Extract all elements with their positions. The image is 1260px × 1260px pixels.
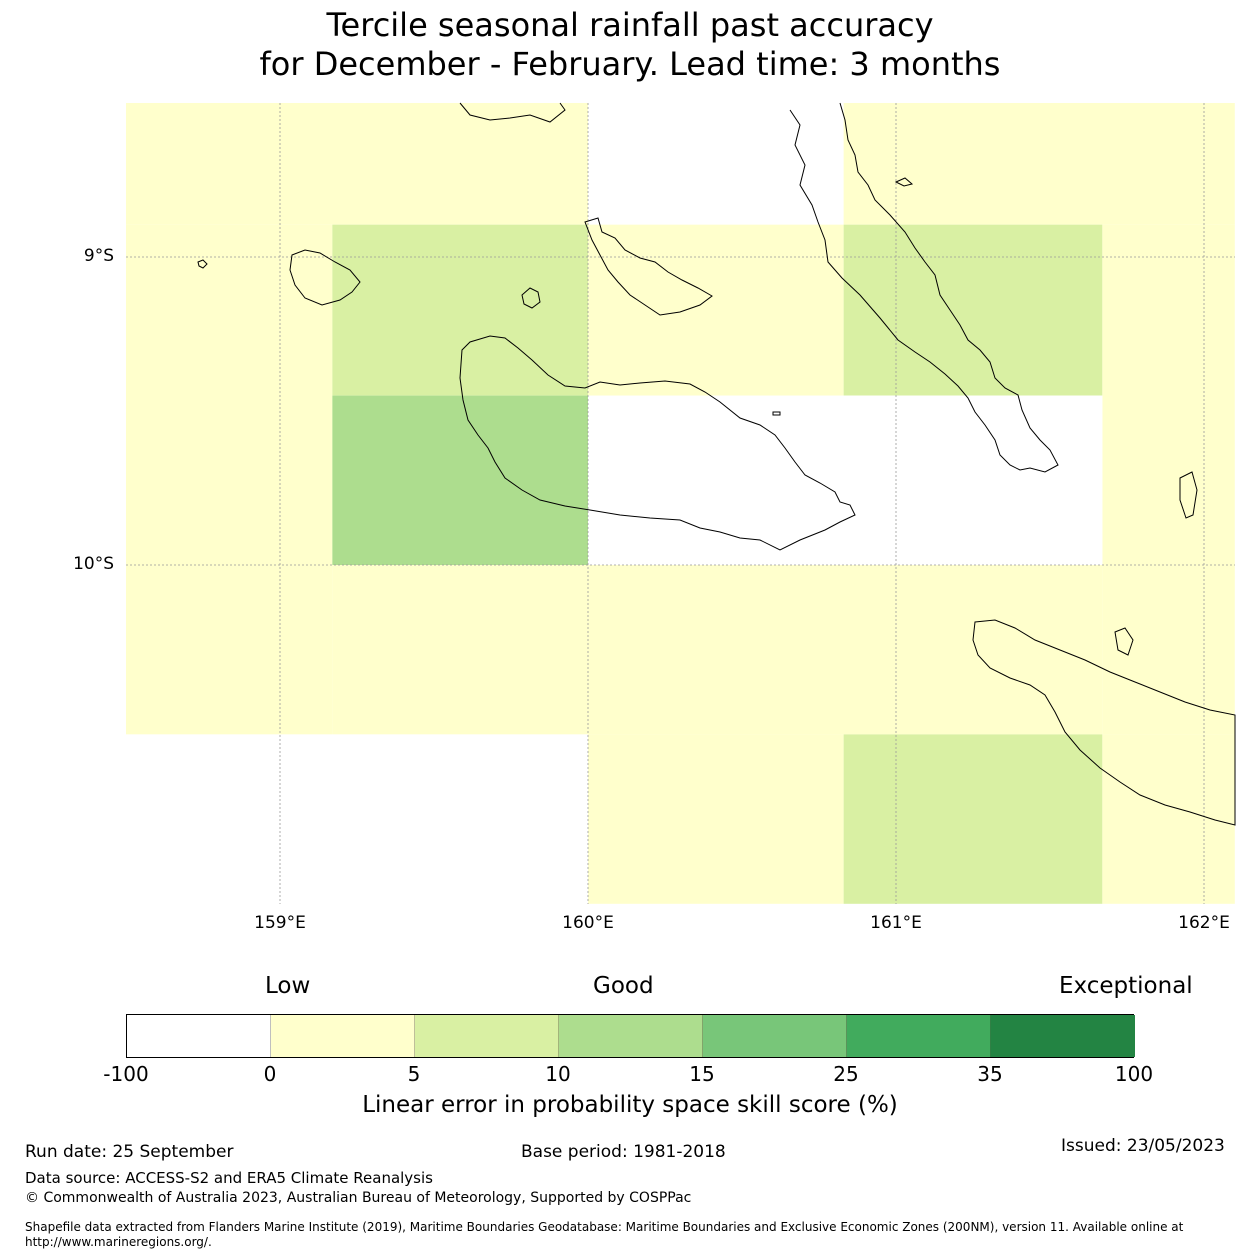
issued-date: Issued: 23/05/2023 — [1061, 1136, 1225, 1156]
skill-cell-2 — [843, 103, 1235, 225]
coastline-islet-1185 — [1179, 471, 1198, 519]
coastline-russell-islands — [289, 249, 361, 306]
shapefile-credit: Shapefile data extracted from Flanders M… — [25, 1220, 1184, 1249]
colorbar-segment-5 — [847, 1015, 991, 1057]
colorbar-tick: 25 — [833, 1062, 859, 1086]
coastline-islet-1120 — [1114, 627, 1134, 656]
colorbar-segment-0 — [127, 1015, 271, 1057]
coastline-islet-775 — [772, 411, 781, 416]
colorbar-tick: 10 — [545, 1062, 571, 1086]
lat-label-10s: 10°S — [73, 554, 114, 574]
lat-label-9s: 9°S — [83, 246, 114, 266]
skill-cell-9 — [588, 395, 1103, 565]
skill-cells — [126, 103, 1235, 904]
legend-category-good: Good — [593, 973, 654, 999]
lon-label-161e: 161°E — [870, 913, 922, 933]
colorbar-tick: -100 — [103, 1062, 149, 1086]
colorbar-segment-6 — [991, 1015, 1135, 1057]
skill-cell-3 — [126, 224, 333, 735]
lon-label-160e: 160°E — [562, 913, 614, 933]
skill-cell-11 — [126, 734, 588, 904]
skill-cell-4 — [332, 224, 588, 396]
data-source: Data source: ACCESS-S2 and ERA5 Climate … — [25, 1169, 433, 1187]
skill-cell-12 — [588, 734, 844, 904]
lon-label-159e: 159°E — [254, 913, 306, 933]
colorbar — [126, 1014, 1135, 1058]
lon-label-162e: 162°E — [1178, 913, 1230, 933]
colorbar-segment-3 — [559, 1015, 703, 1057]
coastline-florida-islands — [584, 217, 713, 316]
colorbar-tick: 0 — [263, 1062, 277, 1086]
coastlines — [197, 102, 1236, 826]
skill-cell-10 — [332, 565, 1103, 735]
skill-cell-13 — [843, 734, 1103, 904]
base-period: Base period: 1981-2018 — [521, 1142, 726, 1162]
legend-category-exceptional: Exceptional — [1059, 973, 1193, 999]
coastline-malaita — [789, 102, 1059, 473]
skill-cell-8 — [332, 395, 588, 565]
coastline-makira — [972, 619, 1236, 826]
colorbar-tick: 35 — [977, 1062, 1003, 1086]
skill-cell-6 — [843, 224, 1103, 396]
coastline-islet-905 — [894, 177, 914, 187]
colorbar-segment-1 — [271, 1015, 415, 1057]
graticule — [126, 103, 1235, 904]
skill-cell-1 — [588, 103, 844, 225]
colorbar-segment-4 — [703, 1015, 847, 1057]
coastline-guadalcanal — [459, 335, 856, 551]
colorbar-tick: 100 — [1114, 1062, 1154, 1086]
coastline-islet-198 — [197, 259, 208, 269]
map-title-line-1: Tercile seasonal rainfall past accuracy — [326, 6, 934, 44]
coastline-savo — [521, 287, 541, 309]
skill-map — [126, 102, 1236, 904]
colorbar-segment-2 — [415, 1015, 559, 1057]
skill-cell-0 — [126, 103, 588, 225]
coastline-north-islet-left — [459, 102, 566, 123]
legend-category-low: Low — [265, 973, 311, 999]
colorbar-title: Linear error in probability space skill … — [362, 1092, 898, 1118]
colorbar-tick: 15 — [689, 1062, 715, 1086]
skill-cell-7 — [1102, 224, 1235, 735]
run-date: Run date: 25 September — [25, 1142, 234, 1162]
skill-cell-14 — [1102, 734, 1235, 904]
map-title-line-2: for December - February. Lead time: 3 mo… — [259, 45, 1001, 83]
copyright: © Commonwealth of Australia 2023, Austra… — [25, 1190, 692, 1206]
colorbar-tick: 5 — [407, 1062, 421, 1086]
